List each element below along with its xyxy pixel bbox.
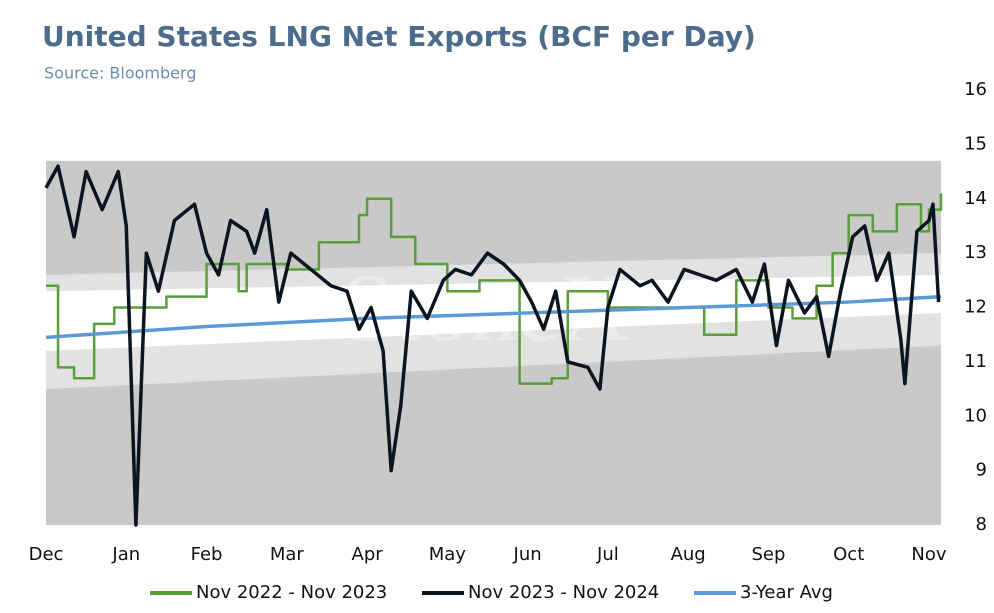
y-tick-label: 9 <box>976 460 987 481</box>
x-tick-label: Mar <box>270 544 305 565</box>
legend-label: Nov 2022 - Nov 2023 <box>196 582 387 603</box>
x-tick-label: Jan <box>111 544 140 565</box>
x-tick-label: Dec <box>29 544 64 565</box>
chart-subtitle: Source: Bloomberg <box>44 64 196 83</box>
series-line <box>45 294 942 340</box>
x-tick-label: Sep <box>751 544 785 565</box>
chart-title: United States LNG Net Exports (BCF per D… <box>42 20 756 53</box>
x-tick-label: Jun <box>513 544 542 565</box>
y-tick-label: 13 <box>964 242 987 263</box>
y-tick-label: 11 <box>964 351 987 372</box>
y-tick-label: 15 <box>964 133 987 154</box>
series-line <box>44 164 941 527</box>
y-tick-label: 10 <box>964 405 987 426</box>
y-tick-label: 8 <box>976 514 987 535</box>
x-tick-label: Apr <box>352 544 384 565</box>
y-tick-label: 12 <box>964 297 987 318</box>
x-tick-label: Jul <box>596 544 619 565</box>
y-tick-label: 16 <box>964 79 987 100</box>
x-tick-label: Oct <box>833 544 864 565</box>
x-tick-label: Nov <box>911 544 946 565</box>
legend-label: Nov 2023 - Nov 2024 <box>468 582 659 603</box>
y-tick-label: 14 <box>964 188 987 209</box>
x-tick-label: Feb <box>191 544 223 565</box>
x-tick-label: Aug <box>671 544 706 565</box>
x-tick-label: May <box>429 544 467 565</box>
watermark: StoneX <box>341 254 629 361</box>
series-line <box>46 193 943 385</box>
legend-label: 3-Year Avg <box>740 582 833 603</box>
